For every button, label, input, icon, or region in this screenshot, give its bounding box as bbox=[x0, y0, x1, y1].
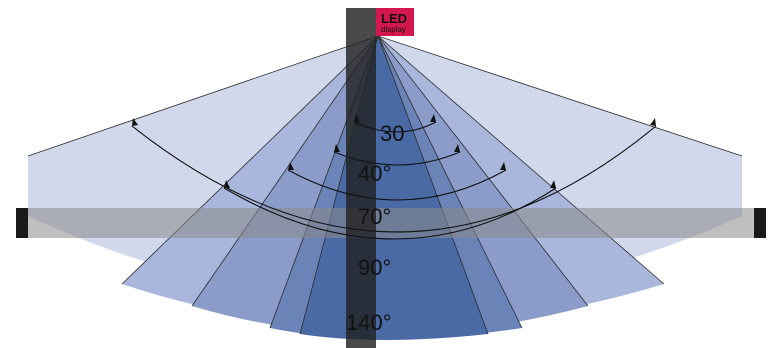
arc-90 bbox=[223, 187, 557, 240]
led-display: LED display bbox=[376, 8, 414, 36]
arc-140 bbox=[131, 125, 657, 233]
angle-label-90: 90° bbox=[358, 255, 391, 280]
angle-label-30: 30 bbox=[380, 121, 404, 146]
mounting-post bbox=[346, 8, 376, 348]
led-title: LED bbox=[381, 11, 407, 26]
arc-70 bbox=[287, 169, 507, 201]
arc-arrowheads bbox=[132, 114, 656, 188]
arc-30 bbox=[353, 121, 437, 133]
beam-wedges bbox=[28, 36, 742, 340]
angle-label-40: 40° bbox=[358, 161, 391, 186]
led-subtitle: display bbox=[381, 25, 406, 34]
angle-label-140: 140° bbox=[346, 310, 392, 335]
crossbar bbox=[16, 208, 766, 238]
angle-arcs bbox=[131, 121, 657, 240]
arc-40 bbox=[333, 151, 461, 166]
led-display-box bbox=[376, 8, 414, 36]
angle-label-70: 70° bbox=[358, 204, 391, 229]
